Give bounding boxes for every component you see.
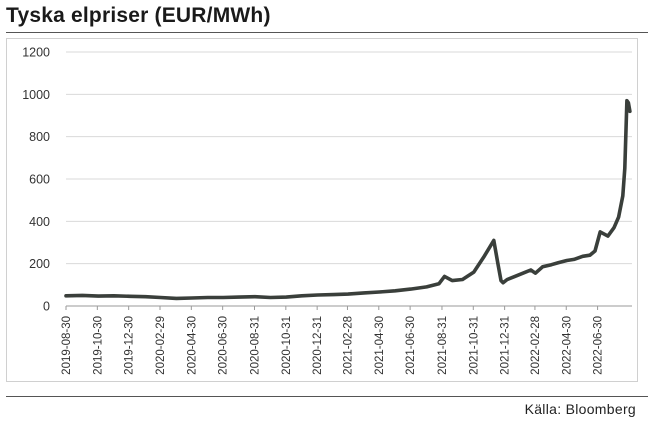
x-tick-label: 2021-04-30 [374,316,386,375]
y-axis: 0 200 400 600 800 1000 1200 [22,46,50,314]
x-tick-label: 2020-04-30 [186,316,198,375]
x-tick-label: 2021-10-31 [468,316,480,375]
source-note: Källa: Bloomberg [524,401,636,417]
x-tick-label: 2019-10-30 [92,316,104,375]
plot-area [64,98,632,301]
y-tick-label: 400 [29,215,50,229]
y-tick-label: 600 [29,173,50,187]
x-tick-label: 2021-02-28 [342,316,354,375]
x-tick-label: 2021-06-30 [405,316,417,375]
chart-frame [6,38,638,382]
bottom-divider [6,396,648,397]
y-tick-label: 0 [43,300,50,314]
x-tick-label: 2022-04-30 [561,316,573,375]
price-series-line [64,98,632,301]
x-tick-label: 2021-12-31 [500,316,512,375]
x-tick-label: 2019-12-30 [124,316,136,375]
x-tick-label: 2021-08-31 [437,316,449,375]
x-axis: 2019-08-30 2019-10-30 2019-12-30 2020-02-29… [61,305,632,375]
x-tick-label: 2020-06-30 [218,316,230,375]
x-tick-label: 2020-12-31 [312,316,324,375]
chart-title: Tyska elpriser (EUR/MWh) [6,4,271,27]
gridlines [66,51,632,265]
y-tick-label: 1200 [22,46,50,60]
y-tick-label: 800 [29,130,50,144]
x-tick-label: 2022-02-28 [530,316,542,375]
x-tick-label: 2020-02-29 [155,316,167,375]
y-tick-label: 200 [29,257,50,271]
x-tick-label: 2020-08-31 [249,316,261,375]
y-tick-label: 1000 [22,88,50,102]
x-tick-label: 2020-10-31 [281,316,293,375]
x-tick-label: 2019-08-30 [61,316,73,375]
top-divider [6,32,648,33]
x-tick-label: 2022-06-30 [593,316,605,375]
